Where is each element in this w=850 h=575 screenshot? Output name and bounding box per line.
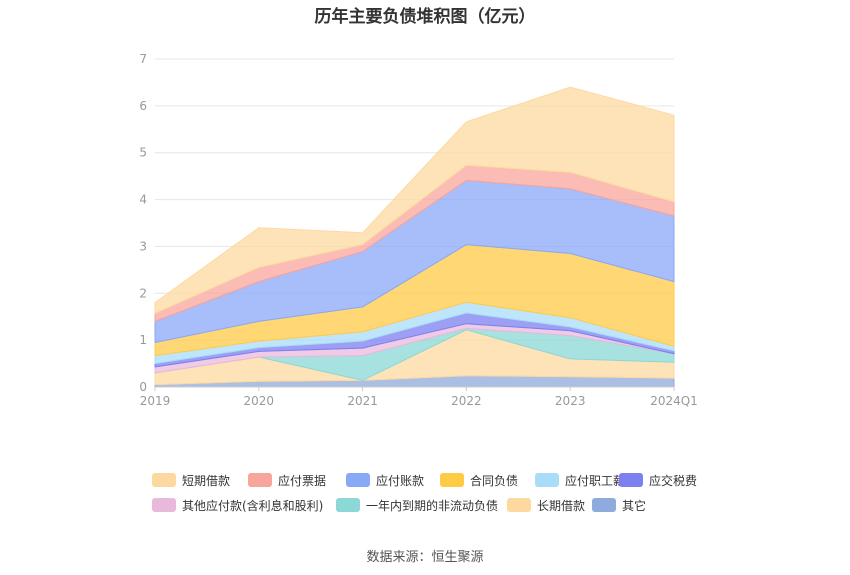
area-10 [154,86,675,315]
y-tick-label: 5 [139,146,147,160]
legend-item[interactable]: 短期借款 [152,470,230,490]
legend-item[interactable]: 其它 [592,495,646,515]
legend-swatch [152,498,176,512]
y-tick-label: 3 [139,239,147,253]
area-series [154,86,675,388]
legend-swatch [346,473,370,487]
legend-item[interactable]: 合同负债 [440,470,518,490]
y-tick-label: 2 [139,286,147,300]
x-tick-label: 2021 [347,394,378,408]
y-tick-label: 6 [139,99,147,113]
x-tick-label: 2024Q1 [650,394,698,408]
axes: 0 1 2 3 4 5 6 7 2019 2020 2021 2022 2023 2024Q1 [139,52,697,408]
legend-item[interactable]: 应交税费 [619,470,697,490]
legend-swatch [152,473,176,487]
chart-title: 历年主要负债堆积图（亿元） [314,7,536,27]
legend-label: 一年内到期的非流动负债 [366,498,499,513]
legend-label: 应付票据 [278,473,327,488]
legend-swatch [535,473,559,487]
legend-label: 其它 [622,498,647,513]
legend-swatch [592,498,616,512]
legend-swatch [619,473,643,487]
legend-item[interactable]: 应付账款 [346,470,424,490]
legend-swatch [507,498,531,512]
legend-label: 合同负债 [470,473,519,488]
data-source: 数据来源：恒生聚源 [366,550,484,565]
stacked-area-chart: 0 1 2 3 4 5 6 7 2019 2020 2021 2022 2023 2024Q1 [139,52,697,408]
y-tick-label: 0 [139,380,147,394]
legend-item[interactable]: 其他应付款(含利息和股利) [152,495,323,515]
x-tick-label: 2020 [244,394,275,408]
x-tick-label: 2023 [555,394,586,408]
y-tick-label: 4 [139,193,147,207]
legend-item[interactable]: 应付票据 [248,470,326,490]
legend-label: 应交税费 [649,473,698,488]
legend-swatch [336,498,360,512]
legend-label: 长期借款 [537,498,586,513]
legend-swatch [440,473,464,487]
x-tick-label: 2022 [451,394,482,408]
legend-item[interactable]: 一年内到期的非流动负债 [336,495,498,515]
x-tick-label: 2019 [140,394,171,408]
y-tick-label: 7 [139,52,147,66]
legend-label: 应付账款 [376,473,425,488]
legend-swatch [248,473,272,487]
legend-label: 其他应付款(含利息和股利) [182,498,324,513]
y-tick-label: 1 [139,333,147,347]
legend-item[interactable]: 长期借款 [507,495,585,515]
legend-label: 短期借款 [182,473,231,488]
